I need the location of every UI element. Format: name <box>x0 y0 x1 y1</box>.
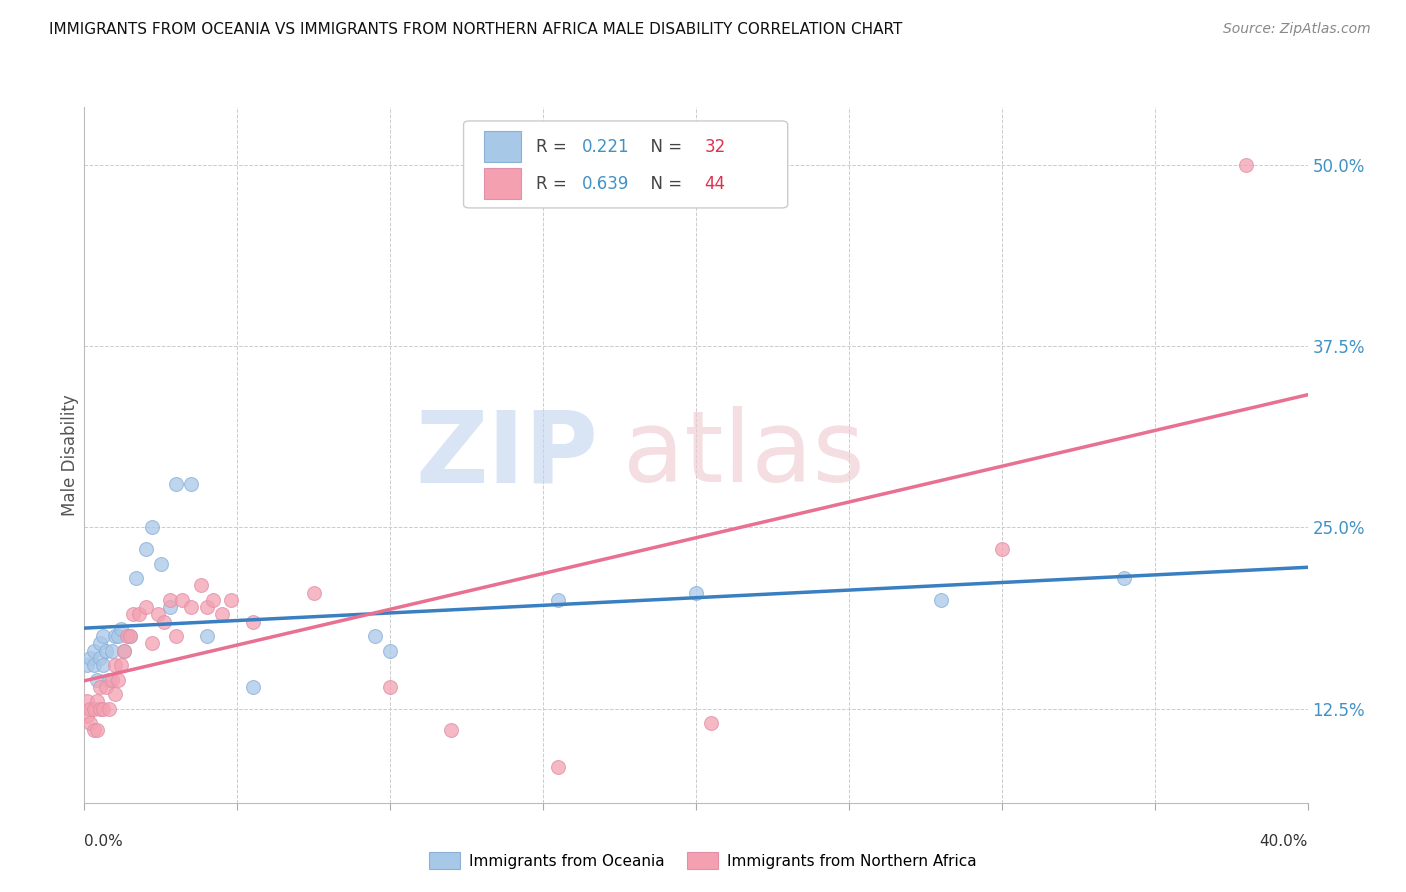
Point <box>101 673 124 687</box>
Point <box>107 673 129 687</box>
Point <box>91 629 114 643</box>
Point <box>120 629 142 643</box>
Point <box>700 716 723 731</box>
Point <box>302 585 325 599</box>
Point <box>120 629 142 643</box>
Point <box>146 607 169 622</box>
Point <box>149 557 172 571</box>
Text: R =: R = <box>536 137 572 156</box>
Point <box>153 615 176 629</box>
Text: atlas: atlas <box>623 407 865 503</box>
Point <box>79 651 101 665</box>
Point <box>94 680 117 694</box>
Text: 32: 32 <box>704 137 725 156</box>
Point <box>180 600 202 615</box>
Point <box>440 723 463 738</box>
Point <box>380 643 402 657</box>
Point <box>110 622 132 636</box>
Point <box>180 476 202 491</box>
Point <box>89 636 111 650</box>
Y-axis label: Male Disability: Male Disability <box>62 394 80 516</box>
Point <box>125 571 148 585</box>
Point <box>115 629 138 643</box>
FancyBboxPatch shape <box>484 168 522 199</box>
Point <box>76 708 98 723</box>
Point <box>190 578 212 592</box>
Point <box>135 542 157 557</box>
Point <box>89 701 111 715</box>
Text: R =: R = <box>536 175 572 193</box>
Point <box>107 629 129 643</box>
Point <box>547 759 569 773</box>
Point <box>101 643 124 657</box>
Point <box>1114 571 1136 585</box>
Point <box>112 643 135 657</box>
Point <box>685 585 707 599</box>
Point <box>141 520 163 534</box>
Point <box>159 600 181 615</box>
Text: N =: N = <box>640 137 688 156</box>
Point <box>122 607 145 622</box>
Text: ZIP: ZIP <box>415 407 598 503</box>
Point <box>364 629 387 643</box>
Point <box>159 592 181 607</box>
Point <box>97 701 120 715</box>
Point <box>91 658 114 673</box>
Point <box>83 643 105 657</box>
Point <box>94 643 117 657</box>
Point <box>547 592 569 607</box>
Text: IMMIGRANTS FROM OCEANIA VS IMMIGRANTS FROM NORTHERN AFRICA MALE DISABILITY CORRE: IMMIGRANTS FROM OCEANIA VS IMMIGRANTS FR… <box>49 22 903 37</box>
Text: Source: ZipAtlas.com: Source: ZipAtlas.com <box>1223 22 1371 37</box>
Point <box>110 658 132 673</box>
Point <box>1234 158 1257 172</box>
Point <box>79 701 101 715</box>
Point <box>929 592 952 607</box>
Point <box>89 680 111 694</box>
Point <box>112 643 135 657</box>
Point <box>201 592 224 607</box>
Point <box>91 701 114 715</box>
Point <box>172 592 194 607</box>
Point <box>79 716 101 731</box>
Point <box>195 629 218 643</box>
Point <box>86 723 108 738</box>
Point <box>76 658 98 673</box>
Point <box>242 615 264 629</box>
Point <box>165 629 187 643</box>
Point <box>128 607 150 622</box>
Point <box>242 680 264 694</box>
Text: 40.0%: 40.0% <box>1260 834 1308 849</box>
Text: 0.221: 0.221 <box>582 137 630 156</box>
Point <box>211 607 233 622</box>
Text: N =: N = <box>640 175 688 193</box>
Point <box>165 476 187 491</box>
Point <box>86 673 108 687</box>
Point <box>83 723 105 738</box>
Point <box>104 687 127 701</box>
Point <box>83 658 105 673</box>
Point <box>219 592 242 607</box>
Point <box>97 673 120 687</box>
Point <box>141 636 163 650</box>
Point <box>135 600 157 615</box>
Point <box>83 701 105 715</box>
Point <box>104 658 127 673</box>
Point <box>86 694 108 708</box>
Text: 0.639: 0.639 <box>582 175 630 193</box>
Text: 0.0%: 0.0% <box>84 834 124 849</box>
FancyBboxPatch shape <box>484 131 522 162</box>
Point <box>195 600 218 615</box>
Point <box>380 680 402 694</box>
FancyBboxPatch shape <box>464 121 787 208</box>
Legend: Immigrants from Oceania, Immigrants from Northern Africa: Immigrants from Oceania, Immigrants from… <box>423 846 983 875</box>
Point <box>89 651 111 665</box>
Point <box>76 694 98 708</box>
Point <box>104 629 127 643</box>
Point <box>991 542 1014 557</box>
Text: 44: 44 <box>704 175 725 193</box>
